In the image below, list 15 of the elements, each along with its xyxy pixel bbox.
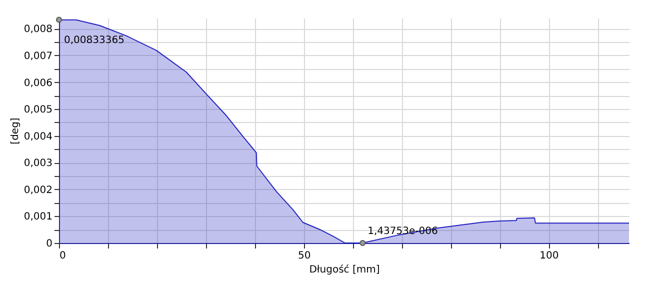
y-tick-label: 0,008 [24, 24, 52, 36]
x-tick-label: 50 [298, 250, 311, 262]
x-tick-label: 0 [60, 250, 66, 262]
y-tick-label: 0,006 [24, 78, 52, 89]
annotation: 0,00833365 [64, 34, 124, 46]
y-tick-label: 0 [46, 238, 52, 250]
y-tick-label: 0,001 [24, 212, 52, 223]
y-tick-label: 0,007 [24, 51, 52, 62]
x-tick-label: 100 [540, 250, 559, 262]
y-tick-label: 0,005 [24, 104, 52, 116]
x-axis-title: Długość [mm] [309, 264, 380, 276]
y-axis-title: [deg] [10, 118, 21, 144]
y-tick-label: 0,003 [24, 158, 52, 170]
y-tick-label: 0,004 [24, 131, 52, 142]
y-tick-label: 0,002 [24, 184, 52, 196]
